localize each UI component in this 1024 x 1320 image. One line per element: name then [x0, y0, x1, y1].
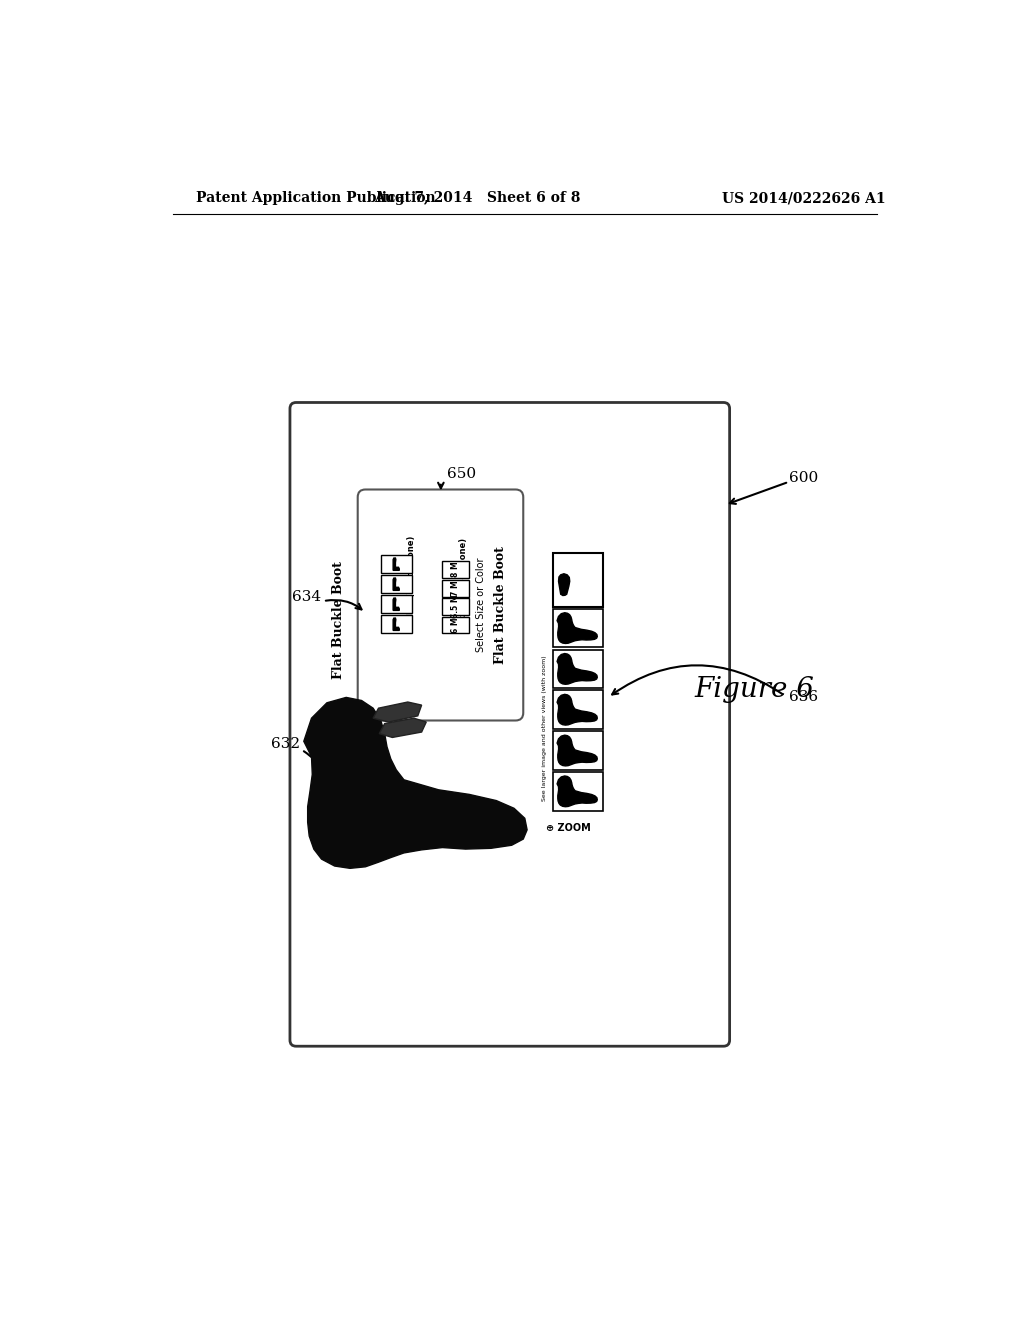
Text: ⊕ ZOOM: ⊕ ZOOM	[547, 824, 591, 833]
Polygon shape	[393, 598, 399, 610]
Text: 632: 632	[270, 737, 300, 751]
Polygon shape	[557, 776, 597, 807]
Text: See larger image and other views (with zoom): See larger image and other views (with z…	[543, 656, 547, 801]
Text: Size: (choose one): Size: (choose one)	[459, 539, 468, 626]
Text: 6.5 M: 6.5 M	[452, 595, 461, 618]
Text: Select Size or Color: Select Size or Color	[476, 558, 486, 652]
Bar	[553, 690, 602, 729]
Polygon shape	[557, 694, 597, 725]
Polygon shape	[558, 574, 569, 595]
Text: Figure 6: Figure 6	[694, 676, 814, 704]
Bar	[553, 553, 602, 607]
Polygon shape	[393, 578, 399, 590]
Bar	[442, 561, 469, 578]
Text: 6 M: 6 M	[452, 618, 461, 632]
Bar	[442, 579, 469, 597]
Polygon shape	[393, 558, 399, 570]
Text: 636: 636	[788, 690, 818, 705]
Bar	[553, 649, 602, 688]
Text: 634: 634	[293, 590, 322, 605]
Polygon shape	[557, 612, 597, 643]
Text: 7 M: 7 M	[452, 581, 461, 595]
Bar	[442, 598, 469, 615]
Bar	[381, 576, 412, 594]
Polygon shape	[557, 735, 597, 766]
Polygon shape	[379, 718, 426, 738]
Text: Patent Application Publication: Patent Application Publication	[196, 191, 435, 206]
Bar	[381, 595, 412, 614]
Bar	[553, 731, 602, 770]
FancyBboxPatch shape	[357, 490, 523, 721]
Bar	[553, 609, 602, 647]
Bar	[381, 615, 412, 634]
Bar	[553, 772, 602, 810]
Text: Color: (choose one): Color: (choose one)	[408, 536, 416, 628]
Text: 650: 650	[447, 467, 476, 480]
Polygon shape	[393, 618, 399, 631]
Text: 8 M: 8 M	[452, 562, 461, 577]
Polygon shape	[304, 697, 527, 869]
Text: 600: 600	[788, 471, 818, 484]
Polygon shape	[373, 702, 422, 722]
Bar	[442, 616, 469, 634]
Text: Flat Buckle Boot: Flat Buckle Boot	[332, 561, 345, 680]
Text: US 2014/0222626 A1: US 2014/0222626 A1	[723, 191, 886, 206]
Polygon shape	[557, 653, 597, 684]
FancyBboxPatch shape	[290, 403, 730, 1047]
Bar	[381, 554, 412, 573]
Text: Aug. 7, 2014   Sheet 6 of 8: Aug. 7, 2014 Sheet 6 of 8	[374, 191, 581, 206]
Text: Flat Buckle Boot: Flat Buckle Boot	[494, 546, 507, 664]
